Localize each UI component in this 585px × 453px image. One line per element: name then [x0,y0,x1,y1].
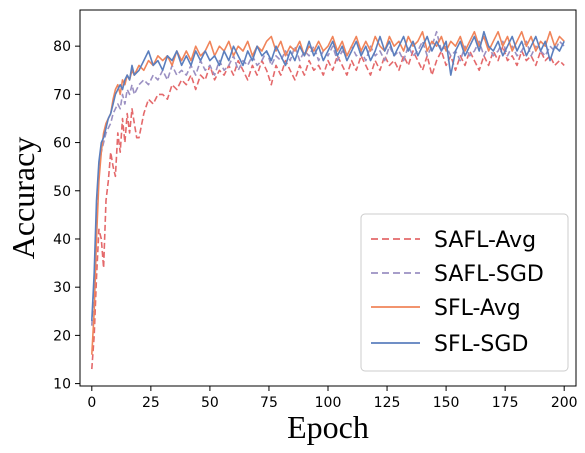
legend-label-safl-sgd: SAFL-SGD [434,262,544,287]
y-tick-label: 40 [53,232,71,248]
x-tick-label: 175 [492,395,519,411]
y-tick-label: 20 [53,328,71,344]
x-tick-label: 50 [201,395,219,411]
x-tick-label: 25 [142,395,160,411]
series-line-sfl-sgd [91,30,565,321]
legend-box [360,213,569,372]
x-tick-label: 100 [315,395,342,411]
y-tick-label: 70 [53,87,71,103]
x-tick-label: 200 [551,395,578,411]
x-tick-label: 75 [260,395,278,411]
y-tick-label: 50 [53,184,71,200]
x-tick-label: 125 [374,395,401,411]
x-axis-title: Epoch [287,409,369,445]
x-axis: 0 25 50 75 100 125 150 175 200 [87,386,578,411]
x-tick-label: 0 [87,395,96,411]
plot-lines [91,30,565,370]
legend-label-safl-avg: SAFL-Avg [434,228,536,253]
y-axis: 10 20 30 40 50 60 70 80 [53,39,80,393]
legend: SAFL-Avg SAFL-SGD SFL-Avg SFL-SGD [360,213,569,372]
y-tick-label: 60 [53,136,71,152]
y-tick-label: 30 [53,280,71,296]
y-axis-title: Accuracy [5,137,41,260]
series-line-safl-avg [91,45,565,370]
y-tick-label: 10 [53,377,71,393]
y-tick-label: 80 [53,39,71,55]
legend-label-sfl-sgd: SFL-SGD [434,332,528,357]
x-tick-label: 150 [433,395,460,411]
legend-label-sfl-avg: SFL-Avg [434,296,521,321]
